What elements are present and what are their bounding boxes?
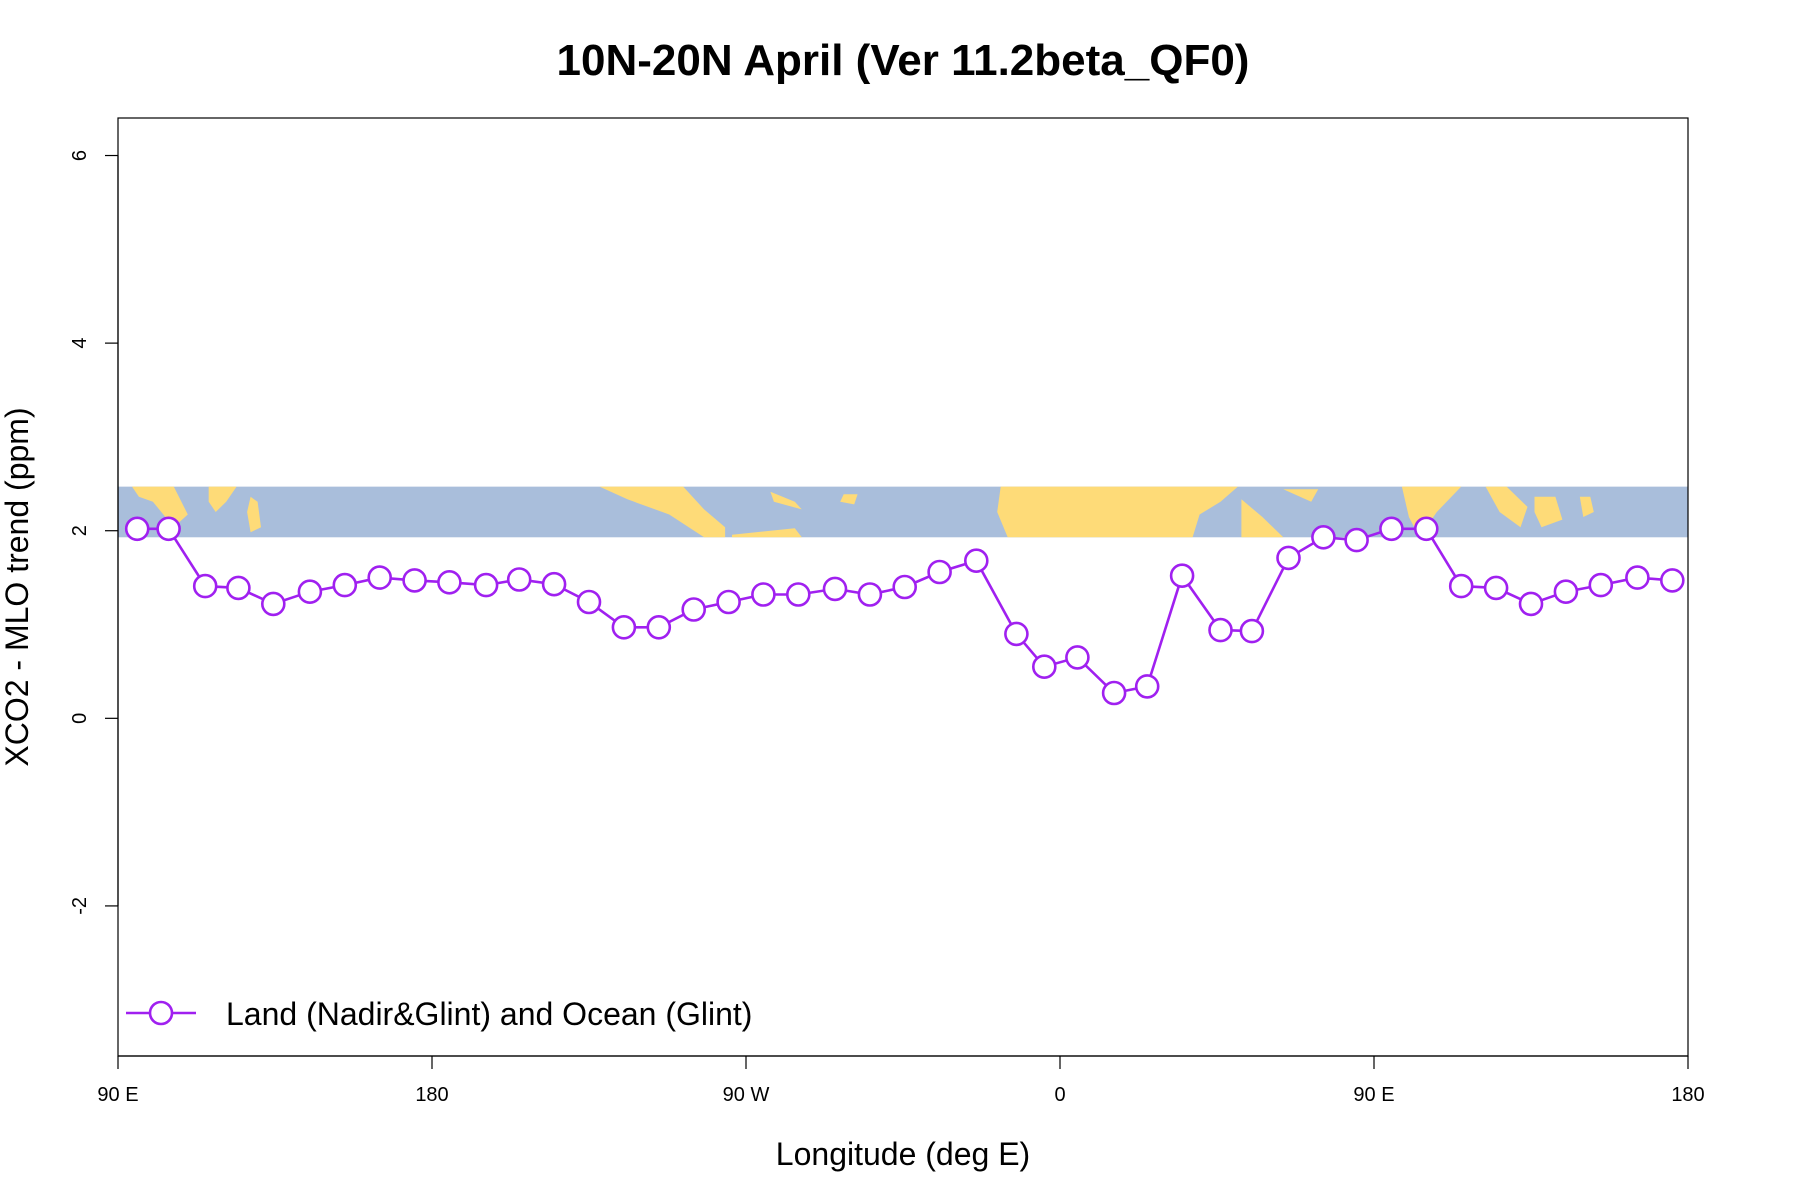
data-point bbox=[226, 575, 251, 601]
data-point bbox=[716, 589, 741, 615]
data-point bbox=[646, 614, 672, 640]
x-axis-label: Longitude (deg E) bbox=[776, 1136, 1030, 1172]
data-point bbox=[1483, 575, 1509, 601]
map-land-shape-12 bbox=[1534, 496, 1563, 528]
map-land-shape-9 bbox=[1283, 489, 1319, 502]
y-tick-label-3: 4 bbox=[69, 338, 91, 349]
map-land-shape-1 bbox=[208, 486, 237, 512]
legend-entry-label: Land (Nadir&Glint) and Ocean (Glint) bbox=[226, 996, 752, 1032]
data-point bbox=[892, 574, 918, 600]
map-land-shape-8 bbox=[1241, 499, 1284, 538]
map-land-shape-13 bbox=[1579, 496, 1594, 517]
data-point bbox=[156, 516, 181, 542]
map-land-shape-7 bbox=[997, 486, 1238, 538]
data-point bbox=[1239, 618, 1265, 644]
data-point bbox=[1553, 579, 1579, 605]
data-point bbox=[260, 591, 286, 617]
data-point bbox=[1414, 516, 1439, 542]
data-point bbox=[1625, 565, 1650, 590]
map-land bbox=[132, 486, 1594, 538]
data-point bbox=[506, 567, 532, 592]
chart-title: 10N-20N April (Ver 11.2beta_QF0) bbox=[557, 36, 1250, 85]
data-point bbox=[1379, 516, 1404, 542]
data-point bbox=[1169, 563, 1195, 589]
y-tick-label-1: 0 bbox=[69, 713, 91, 724]
map-land-shape-0 bbox=[132, 486, 188, 528]
x-tick-label-3: 0 bbox=[1054, 1084, 1065, 1106]
data-point bbox=[822, 576, 848, 602]
data-point bbox=[297, 579, 323, 605]
y-tick-label-0: -2 bbox=[69, 897, 91, 915]
series-land-ocean bbox=[124, 516, 1685, 706]
legend: Land (Nadir&Glint) and Ocean (Glint) bbox=[126, 996, 752, 1032]
data-point bbox=[332, 572, 358, 598]
series-line bbox=[137, 527, 1673, 695]
data-point bbox=[1032, 654, 1057, 680]
data-point bbox=[1344, 527, 1369, 553]
data-point bbox=[681, 597, 707, 622]
plot-frame bbox=[117, 117, 1689, 1057]
data-point bbox=[192, 573, 218, 599]
data-point bbox=[1065, 645, 1090, 670]
map-land-shape-2 bbox=[247, 496, 261, 533]
legend-marker bbox=[148, 1000, 174, 1026]
map-land-shape-11 bbox=[1485, 486, 1528, 528]
data-point bbox=[1101, 680, 1127, 706]
x-tick-label-5: 180 bbox=[1671, 1084, 1704, 1106]
y-tick-label-4: 6 bbox=[69, 150, 91, 161]
data-point bbox=[1660, 568, 1685, 593]
data-point bbox=[437, 569, 462, 595]
data-point bbox=[541, 571, 567, 597]
data-point bbox=[611, 614, 637, 640]
data-point bbox=[1276, 545, 1301, 571]
data-point bbox=[785, 582, 811, 607]
data-point bbox=[1588, 572, 1614, 598]
data-point bbox=[751, 582, 776, 607]
map-land-shape-6 bbox=[840, 494, 858, 505]
data-point bbox=[1004, 621, 1029, 647]
x-axis: 90 E 180 90 W 0 90 E 180 bbox=[97, 1055, 1705, 1106]
x-tick-label-0: 90 E bbox=[97, 1084, 138, 1106]
x-tick-label-2: 90 W bbox=[723, 1084, 770, 1106]
data-point bbox=[1448, 573, 1474, 599]
map-land-shape-3 bbox=[599, 486, 726, 538]
data-point bbox=[576, 589, 602, 615]
data-point bbox=[927, 559, 952, 585]
data-point bbox=[857, 582, 883, 607]
x-tick-label-1: 180 bbox=[415, 1084, 448, 1106]
data-point bbox=[473, 572, 499, 598]
data-point bbox=[1518, 591, 1544, 617]
x-tick-label-4: 90 E bbox=[1353, 1084, 1394, 1106]
data-point bbox=[124, 516, 150, 542]
map-land-shape-4 bbox=[732, 528, 802, 538]
data-point bbox=[1208, 617, 1233, 643]
y-tick-label-2: 2 bbox=[69, 525, 91, 536]
data-point bbox=[963, 548, 989, 574]
data-point bbox=[402, 568, 427, 593]
y-axis-label: XCO2 - MLO trend (ppm) bbox=[0, 407, 35, 766]
data-point bbox=[1311, 524, 1336, 550]
data-point bbox=[1134, 674, 1160, 699]
map-land-shape-5 bbox=[770, 491, 802, 510]
world-map-strip bbox=[118, 486, 1688, 538]
data-point bbox=[367, 565, 393, 590]
y-axis: -2 0 2 4 6 bbox=[69, 150, 119, 915]
